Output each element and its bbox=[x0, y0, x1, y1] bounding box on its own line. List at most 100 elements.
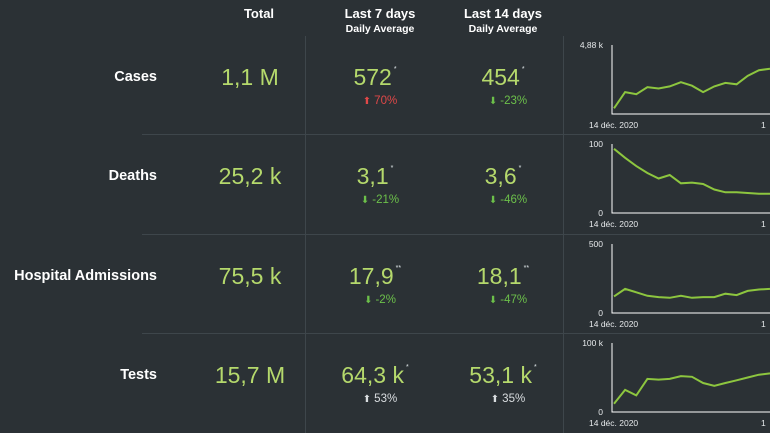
last7-footnote-mark: ** bbox=[395, 265, 402, 272]
sparkline-svg bbox=[611, 144, 770, 214]
last14-change-text: 35% bbox=[502, 393, 526, 405]
header-last7-label: Last 7 days bbox=[344, 6, 416, 21]
last14-value-text: 18,1 bbox=[476, 263, 522, 289]
last14-value: 3,6 * bbox=[443, 163, 563, 190]
sparkline-svg bbox=[611, 45, 770, 115]
row-divider bbox=[142, 234, 770, 235]
chart-axis bbox=[611, 45, 770, 115]
last14-change: ⬆ 35% bbox=[448, 393, 568, 405]
sparkline-chart[interactable]: 100 0 14 déc. 2020 1 bbox=[575, 139, 770, 234]
total-value: 1,1 M bbox=[221, 64, 279, 90]
chart-ymax-label: 500 bbox=[588, 239, 603, 249]
chart-axis bbox=[611, 343, 770, 413]
last7-value-text: 3,1 bbox=[356, 163, 389, 189]
last14-footnote-mark: * bbox=[518, 165, 522, 172]
chart-ymin-label: 0 bbox=[598, 407, 603, 417]
chart-ymin-label: 0 bbox=[598, 308, 603, 318]
last7-value: 572 * bbox=[315, 64, 435, 91]
chart-series-line bbox=[613, 67, 770, 109]
column-divider bbox=[305, 36, 306, 433]
row-divider bbox=[142, 333, 770, 334]
arrow-up-icon: ⬆ bbox=[490, 394, 500, 405]
last14-value-text: 3,6 bbox=[484, 163, 517, 189]
arrow-up-icon: ⬆ bbox=[362, 96, 372, 107]
last14-footnote-mark: ** bbox=[523, 265, 530, 272]
last7-value: 3,1 * bbox=[315, 163, 435, 190]
chart-x-start-label: 14 déc. 2020 bbox=[589, 219, 639, 229]
arrow-up-icon: ⬆ bbox=[362, 394, 372, 405]
last7-value-text: 64,3 k bbox=[341, 362, 404, 388]
header-total: Total bbox=[228, 6, 290, 21]
chart-x-end-label: 1 bbox=[761, 219, 766, 229]
chart-ymax-label: 100 k bbox=[582, 338, 603, 348]
row-label: Cases bbox=[114, 69, 157, 85]
chart-ymax-label: 4,88 k bbox=[579, 40, 603, 50]
last7-footnote-mark: * bbox=[405, 364, 409, 371]
header-last14: Last 14 days Daily Average bbox=[443, 6, 563, 35]
last14-value-text: 53,1 k bbox=[469, 362, 532, 388]
chart-x-start-label: 14 déc. 2020 bbox=[589, 418, 639, 428]
last7-change-text: 53% bbox=[374, 393, 398, 405]
arrow-down-icon: ⬇ bbox=[488, 96, 498, 107]
chart-x-end-label: 1 bbox=[761, 120, 766, 130]
arrow-down-icon: ⬇ bbox=[364, 295, 373, 306]
last14-change: ⬇ -47% bbox=[448, 294, 568, 306]
chart-x-end-label: 1 bbox=[761, 319, 766, 329]
row-label: Hospital Admissions bbox=[14, 268, 157, 284]
chart-x-start-label: 14 déc. 2020 bbox=[589, 319, 639, 329]
header-last7: Last 7 days Daily Average bbox=[320, 6, 440, 35]
sparkline-svg bbox=[611, 244, 770, 314]
row-divider bbox=[142, 134, 770, 135]
row-label: Tests bbox=[120, 367, 157, 383]
last7-value-text: 572 bbox=[353, 64, 392, 90]
last7-change: ⬇ -21% bbox=[320, 194, 440, 206]
last7-footnote-mark: * bbox=[390, 165, 394, 172]
last14-footnote-mark: * bbox=[521, 66, 525, 73]
last7-change: ⬆ 70% bbox=[320, 95, 440, 107]
chart-series-line bbox=[613, 372, 770, 405]
last7-change-text: 70% bbox=[374, 95, 398, 107]
last14-change-text: -23% bbox=[500, 95, 528, 107]
sparkline-chart[interactable]: 4,88 k 14 déc. 2020 1 bbox=[575, 40, 770, 135]
last7-change-text: -21% bbox=[372, 194, 400, 206]
sparkline-chart[interactable]: 100 k 0 14 déc. 2020 1 bbox=[575, 338, 770, 433]
chart-axis bbox=[611, 244, 770, 314]
total-value: 75,5 k bbox=[218, 263, 282, 289]
header-last14-label: Last 14 days bbox=[463, 6, 543, 21]
arrow-down-icon: ⬇ bbox=[488, 195, 498, 206]
last14-change: ⬇ -46% bbox=[448, 194, 568, 206]
chart-ymin-label: 0 bbox=[598, 208, 603, 218]
last14-value: 18,1 ** bbox=[443, 263, 563, 290]
last14-value: 454 * bbox=[443, 64, 563, 91]
last7-value-text: 17,9 bbox=[348, 263, 394, 289]
last7-change-text: -2% bbox=[375, 294, 396, 306]
last7-value: 17,9 ** bbox=[315, 263, 435, 290]
chart-series-line bbox=[613, 148, 770, 195]
last14-change-text: -46% bbox=[500, 194, 528, 206]
header-last7-sub: Daily Average bbox=[345, 23, 415, 35]
last14-change-text: -47% bbox=[500, 294, 528, 306]
last7-footnote-mark: * bbox=[393, 66, 397, 73]
column-divider bbox=[563, 36, 564, 433]
last14-value-text: 454 bbox=[481, 64, 520, 90]
last7-change: ⬆ 53% bbox=[320, 393, 440, 405]
total-value: 15,7 M bbox=[214, 362, 286, 388]
sparkline-svg bbox=[611, 343, 770, 413]
chart-x-end-label: 1 bbox=[761, 418, 766, 428]
row-label: Deaths bbox=[108, 168, 157, 184]
last7-value: 64,3 k * bbox=[315, 362, 435, 389]
arrow-down-icon: ⬇ bbox=[360, 195, 370, 206]
sparkline-chart[interactable]: 500 0 14 déc. 2020 1 bbox=[575, 239, 770, 334]
header-total-label: Total bbox=[243, 6, 275, 21]
last7-change: ⬇ -2% bbox=[320, 294, 440, 306]
arrow-down-icon: ⬇ bbox=[488, 295, 498, 306]
last14-footnote-mark: * bbox=[533, 364, 537, 371]
header-last14-sub: Daily Average bbox=[468, 23, 538, 35]
chart-axis bbox=[611, 144, 770, 214]
chart-x-start-label: 14 déc. 2020 bbox=[589, 120, 639, 130]
chart-series-line bbox=[613, 287, 770, 299]
last14-change: ⬇ -23% bbox=[448, 95, 568, 107]
total-value: 25,2 k bbox=[218, 163, 282, 189]
chart-ymax-label: 100 bbox=[588, 139, 603, 149]
last14-value: 53,1 k * bbox=[443, 362, 563, 389]
